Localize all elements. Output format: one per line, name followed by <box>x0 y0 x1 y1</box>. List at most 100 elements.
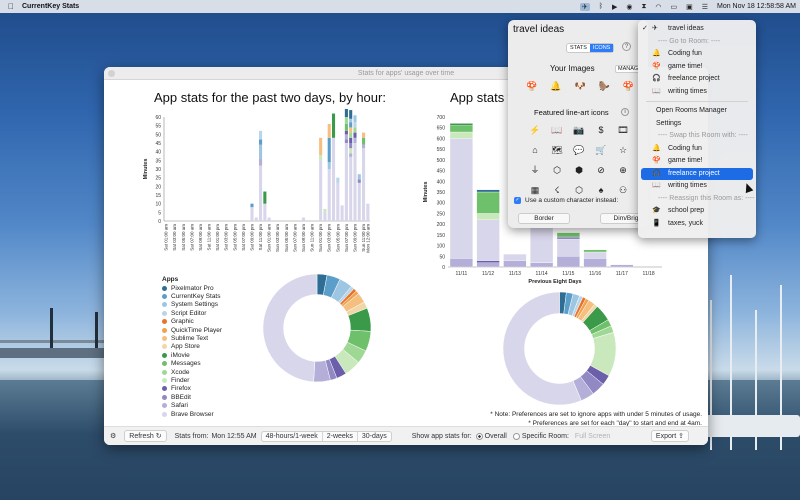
close-button[interactable] <box>108 70 115 77</box>
refresh-button[interactable]: Refresh ↻ <box>124 430 167 442</box>
bolt-icon[interactable]: ⚡ <box>529 125 541 135</box>
overall-label[interactable]: Overall <box>484 432 507 440</box>
cube-icon[interactable]: ⬡ <box>553 165 561 175</box>
account-icon[interactable]: ◉ <box>626 3 633 11</box>
y-tick-label: 200 <box>437 222 446 228</box>
people-icon[interactable]: ⚇ <box>618 185 628 195</box>
box-icon[interactable]: ⬢ <box>575 165 583 175</box>
legend-label: CurrentKey Stats <box>171 293 221 301</box>
camera-icon[interactable]: 📷 <box>573 125 585 135</box>
menu-item[interactable]: 📱 taxes, yuck <box>638 218 756 231</box>
shape-icon[interactable]: ⬡ <box>575 185 583 195</box>
bar-segment <box>349 122 353 128</box>
grid-icon[interactable]: ▦ <box>530 185 540 195</box>
bar-segment <box>349 148 353 154</box>
menu-item[interactable]: 📖 writing times <box>638 86 756 99</box>
room-icon: 🔔 <box>652 50 661 57</box>
range-2w[interactable]: 2-weeks <box>323 431 358 441</box>
border-button[interactable]: Border <box>518 213 570 224</box>
check-circle-icon[interactable]: ⊘ <box>597 165 605 175</box>
image-bell-icon[interactable]: 🔔 <box>550 81 562 91</box>
x-tick-label: Sun 03:00 am <box>275 224 280 252</box>
paw-icon[interactable]: ☇ <box>554 185 560 195</box>
help-icon[interactable]: ? <box>622 42 631 51</box>
custom-char-checkbox[interactable]: ✓ <box>514 197 521 204</box>
range-selector[interactable]: 48-hours/1-week 2-weeks 30-days <box>260 430 392 442</box>
info-icon[interactable]: i <box>621 108 629 116</box>
tab-stats[interactable]: STATS <box>570 45 587 51</box>
range-48h[interactable]: 48-hours/1-week <box>262 431 323 441</box>
legend-label: Messages <box>171 360 201 368</box>
custom-char-label[interactable]: Use a custom character instead: <box>525 197 619 204</box>
battery-icon[interactable]: ▭ <box>670 3 678 11</box>
overall-radio[interactable] <box>475 432 483 440</box>
bluetooth-icon[interactable]: ᛒ <box>598 3 603 10</box>
play-icon[interactable]: ▶ <box>611 3 618 11</box>
image-dog-icon[interactable]: 🐶 <box>574 81 586 91</box>
control-center-icon[interactable]: ☰ <box>701 3 708 11</box>
star-icon[interactable]: ☆ <box>618 145 628 155</box>
film-icon[interactable]: 🎞 <box>617 125 629 135</box>
chat-icon[interactable]: 💬 <box>573 145 585 155</box>
menu-item[interactable]: 🍄 game time! <box>638 155 756 168</box>
x-tick-label: 11/14 <box>536 271 548 277</box>
menu-item[interactable]: 🔔 Coding fun <box>638 48 756 61</box>
room-name-field[interactable]: travel ideas <box>513 24 565 35</box>
compass-icon[interactable]: ⊕ <box>619 165 627 175</box>
legend-label: Script Editor <box>171 309 207 317</box>
bar-segment <box>340 205 344 221</box>
export-button[interactable]: Export ⇪ <box>650 430 689 442</box>
custom-char-row[interactable]: ✓ Use a custom character instead: <box>514 197 648 204</box>
menu-item-label: game time! <box>668 62 703 70</box>
app-name[interactable]: CurrentKey Stats <box>22 3 80 10</box>
room-icon[interactable]: ✈ <box>579 2 590 11</box>
menu-item[interactable]: 🔔 Coding fun <box>638 143 756 156</box>
airplay-icon[interactable]: ▣ <box>686 3 693 11</box>
legend-label: Graphic <box>171 318 194 326</box>
specific-room-label[interactable]: Specific Room: <box>521 432 569 440</box>
menu-item[interactable]: Settings <box>638 118 756 131</box>
menu-item[interactable]: ✓ ✈ travel ideas <box>638 23 756 36</box>
x-tick-label: Sat 01:00 pm <box>215 224 220 251</box>
legend-swatch <box>162 361 167 367</box>
legend-item: Firefox <box>162 385 222 393</box>
your-images-row: 🍄 🔔 🐶 🦫 🍄 <box>526 81 634 92</box>
popover-tabs[interactable]: STATS ICONS <box>566 43 615 53</box>
chart1-title: App stats for the past two days, by hour… <box>154 90 386 105</box>
map-icon[interactable]: 🗺 <box>551 145 563 155</box>
y-tick-label: 500 <box>437 158 446 164</box>
book-icon[interactable]: 📖 <box>551 125 563 135</box>
pulse-icon[interactable]: ⏚ <box>530 165 540 175</box>
spade-icon[interactable]: ♠ <box>598 185 604 195</box>
dollar-icon[interactable]: $ <box>598 125 604 135</box>
image-beaver-icon[interactable]: 🦫 <box>598 81 610 91</box>
wifi-icon[interactable]: ◠ <box>655 3 662 11</box>
dim-brightness-button[interactable]: Dim/Brig <box>600 213 648 224</box>
x-tick-label: Sun 03:00 pm <box>327 224 332 252</box>
menu-item[interactable]: 📖 writing times <box>638 180 756 193</box>
menu-item[interactable]: 🎧 freelance project <box>638 73 756 86</box>
bar-segment <box>336 182 340 221</box>
bar-segment <box>263 191 267 204</box>
menu-item[interactable]: 🎧 freelance project <box>641 167 753 180</box>
settings-gear-icon[interactable]: ⚙ <box>110 433 117 440</box>
tab-icons[interactable]: ICONS <box>589 44 614 52</box>
legend-swatch <box>162 377 167 383</box>
specific-room-radio[interactable] <box>512 432 520 440</box>
x-tick-label: 11/13 <box>509 271 521 277</box>
apple-icon[interactable]:  <box>0 2 22 11</box>
cart-icon[interactable]: 🛒 <box>595 145 607 155</box>
image-mushroom-icon[interactable]: 🍄 <box>622 81 635 91</box>
bar-segment <box>353 115 357 123</box>
hourglass-icon[interactable]: ⧗ <box>641 2 647 10</box>
menu-item[interactable]: Open Rooms Manager <box>638 105 756 118</box>
home-icon[interactable]: ⌂ <box>532 145 538 155</box>
range-30d[interactable]: 30-days <box>361 432 387 440</box>
image-mushroom-icon[interactable]: 🍄 <box>526 81 538 91</box>
room-select[interactable]: Full Screen <box>574 432 611 440</box>
clock[interactable]: Mon Nov 18 12:58:58 AM <box>717 3 796 10</box>
menu-item[interactable]: 🎓 school prep <box>638 205 756 218</box>
legend-label: Firefox <box>171 385 191 393</box>
bar-segment <box>344 130 348 135</box>
menu-item[interactable]: 🍄 game time! <box>638 61 756 74</box>
